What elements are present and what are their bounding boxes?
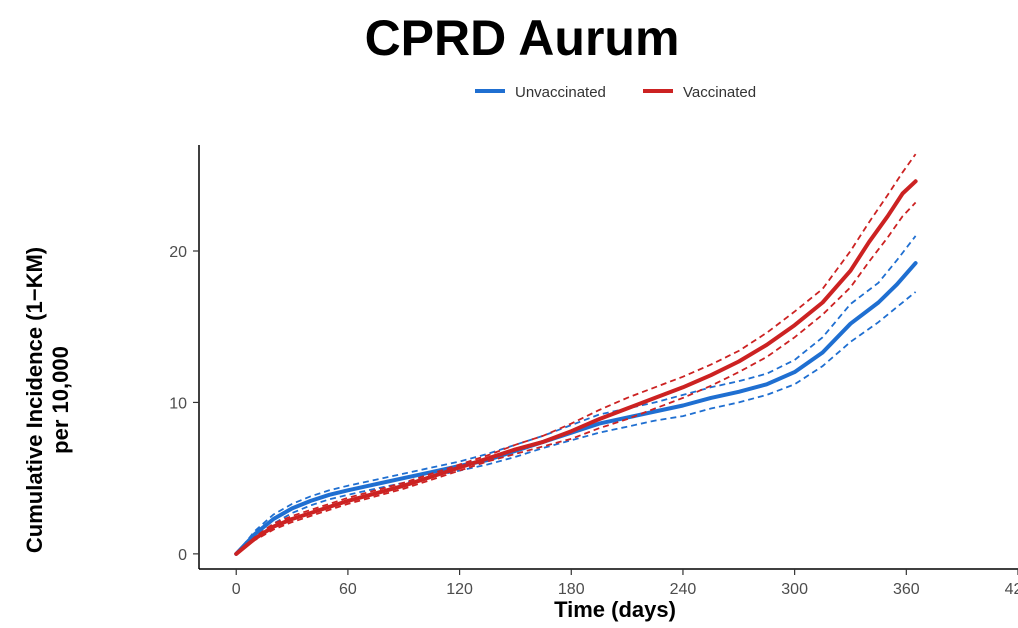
legend-label-vaccinated: Vaccinated [683,84,756,101]
x-axis-ticks: 0 60 120 180 240 300 360 420 [232,569,1018,598]
series-vaccinated-line [234,179,918,556]
plot-area [234,153,918,556]
y-axis-title-line-2: per 10,000 [48,346,73,454]
x-tick-label-360: 360 [893,581,920,598]
x-tick-label-300: 300 [781,581,808,598]
x-axis-title: Time (days) [554,597,676,622]
y-axis-title-line-1: Cumulative Incidence (1−KM) [22,247,47,553]
series-unvaccinated-lower-ci [235,291,917,555]
series-vaccinated-upper-ci [235,153,917,555]
legend: Unvaccinated Vaccinated [475,84,756,101]
series-unvaccinated-upper-ci [235,235,917,555]
y-axis-ticks: 0 10 20 [169,244,199,564]
x-tick-label-0: 0 [232,581,241,598]
x-tick-label-180: 180 [558,581,585,598]
chart-title: CPRD Aurum [365,10,680,66]
x-tick-label-120: 120 [446,581,473,598]
x-tick-label-420: 420 [1005,581,1018,598]
y-tick-label-20: 20 [169,244,187,261]
legend-label-unvaccinated: Unvaccinated [515,84,606,101]
y-axis-title: Cumulative Incidence (1−KM) per 10,000 [22,247,73,553]
series-unvaccinated-line [234,261,918,556]
y-tick-label-10: 10 [169,395,187,412]
x-tick-label-240: 240 [670,581,697,598]
x-tick-label-60: 60 [339,581,357,598]
series-vaccinated-lower-ci [235,201,917,555]
y-tick-label-0: 0 [178,547,187,564]
